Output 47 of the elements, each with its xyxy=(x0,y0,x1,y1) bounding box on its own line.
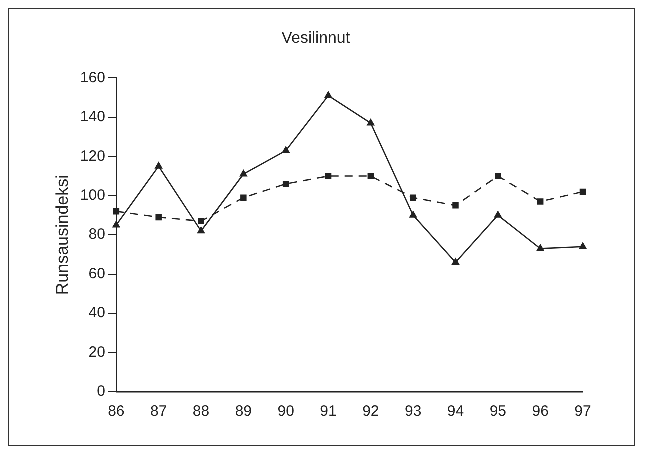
point xyxy=(240,170,248,177)
y-tick-label: 40 xyxy=(88,304,106,322)
point xyxy=(324,92,332,98)
point xyxy=(494,211,502,218)
y-tick-label: 80 xyxy=(88,226,106,244)
y-axis-title: Runsausindeksi xyxy=(52,175,72,296)
point xyxy=(155,162,163,169)
x-tick-label: 87 xyxy=(150,403,168,420)
x-tick-label: 90 xyxy=(278,403,294,420)
point xyxy=(410,211,418,218)
point xyxy=(410,194,416,201)
point xyxy=(536,244,544,252)
y-tick-label: 120 xyxy=(80,148,106,165)
point xyxy=(368,173,374,180)
point xyxy=(452,202,459,209)
x-tick-label: 86 xyxy=(108,403,125,420)
x-tick-label: 95 xyxy=(490,403,507,420)
point xyxy=(452,258,460,265)
x-tick-label: 91 xyxy=(320,403,337,420)
point xyxy=(579,242,587,250)
point xyxy=(325,173,332,180)
point xyxy=(537,198,544,205)
y-tick-label: 160 xyxy=(80,69,106,86)
x-tick-label: 89 xyxy=(235,403,252,420)
x-tick-label: 96 xyxy=(532,403,549,420)
y-tick-label: 100 xyxy=(80,187,106,204)
x-tick-label: 94 xyxy=(447,403,464,420)
point xyxy=(156,214,162,221)
chart-title: Vesilinnut xyxy=(282,30,351,48)
point xyxy=(495,173,502,180)
point xyxy=(198,218,204,224)
y-tick-label: 60 xyxy=(88,265,106,282)
point xyxy=(240,194,247,201)
point xyxy=(282,146,290,154)
point xyxy=(580,188,586,196)
point xyxy=(367,119,375,126)
point xyxy=(198,227,205,234)
y-tick-label: 20 xyxy=(88,344,106,361)
x-tick-label: 88 xyxy=(192,403,210,420)
y-tick-label: 0 xyxy=(97,383,106,400)
point xyxy=(113,208,120,215)
x-tick-label: 93 xyxy=(404,403,422,420)
x-tick-label: 92 xyxy=(362,403,380,420)
y-tick-label: 140 xyxy=(80,108,106,126)
point xyxy=(112,221,120,228)
point xyxy=(282,180,290,188)
x-tick-label: 97 xyxy=(574,403,592,420)
